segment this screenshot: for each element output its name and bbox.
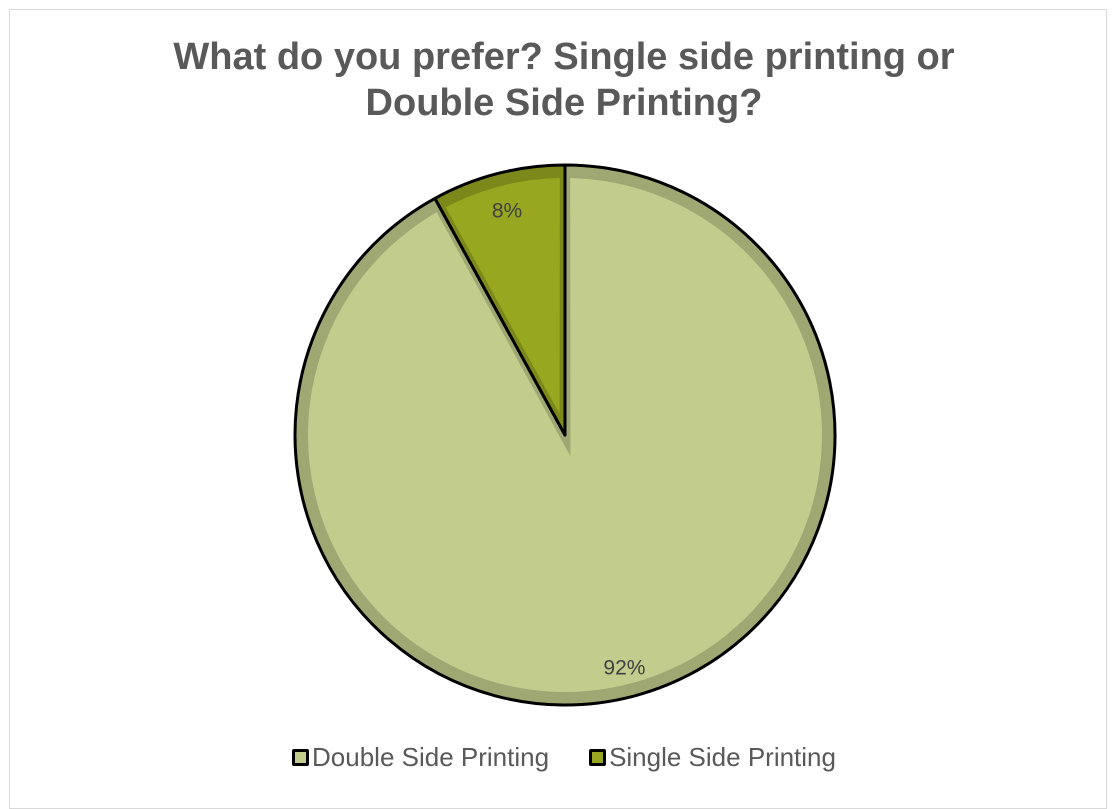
data-label-double-side-printing: 92% <box>603 656 645 679</box>
legend-label-single-side: Single Side Printing <box>609 742 836 772</box>
pie-slice-face-double-side-printing <box>308 178 822 692</box>
legend-swatch-single-side <box>589 749 607 766</box>
legend-swatch-double-side <box>292 749 310 766</box>
data-label-single-side-printing: 8% <box>492 199 522 222</box>
legend-item-single-side: Single Side Printing <box>589 742 836 773</box>
chart-title: What do you prefer? Single side printing… <box>0 34 1112 126</box>
chart-title-line-1: What do you prefer? Single side printing… <box>173 36 955 78</box>
chart-legend: Double Side Printing Single Side Printin… <box>0 742 1112 773</box>
legend-label-double-side: Double Side Printing <box>312 742 550 772</box>
chart-title-line-2: Double Side Printing? <box>365 82 763 124</box>
legend-item-double-side: Double Side Printing <box>292 742 549 773</box>
pie-slice-face-single-side-printing <box>445 178 560 414</box>
